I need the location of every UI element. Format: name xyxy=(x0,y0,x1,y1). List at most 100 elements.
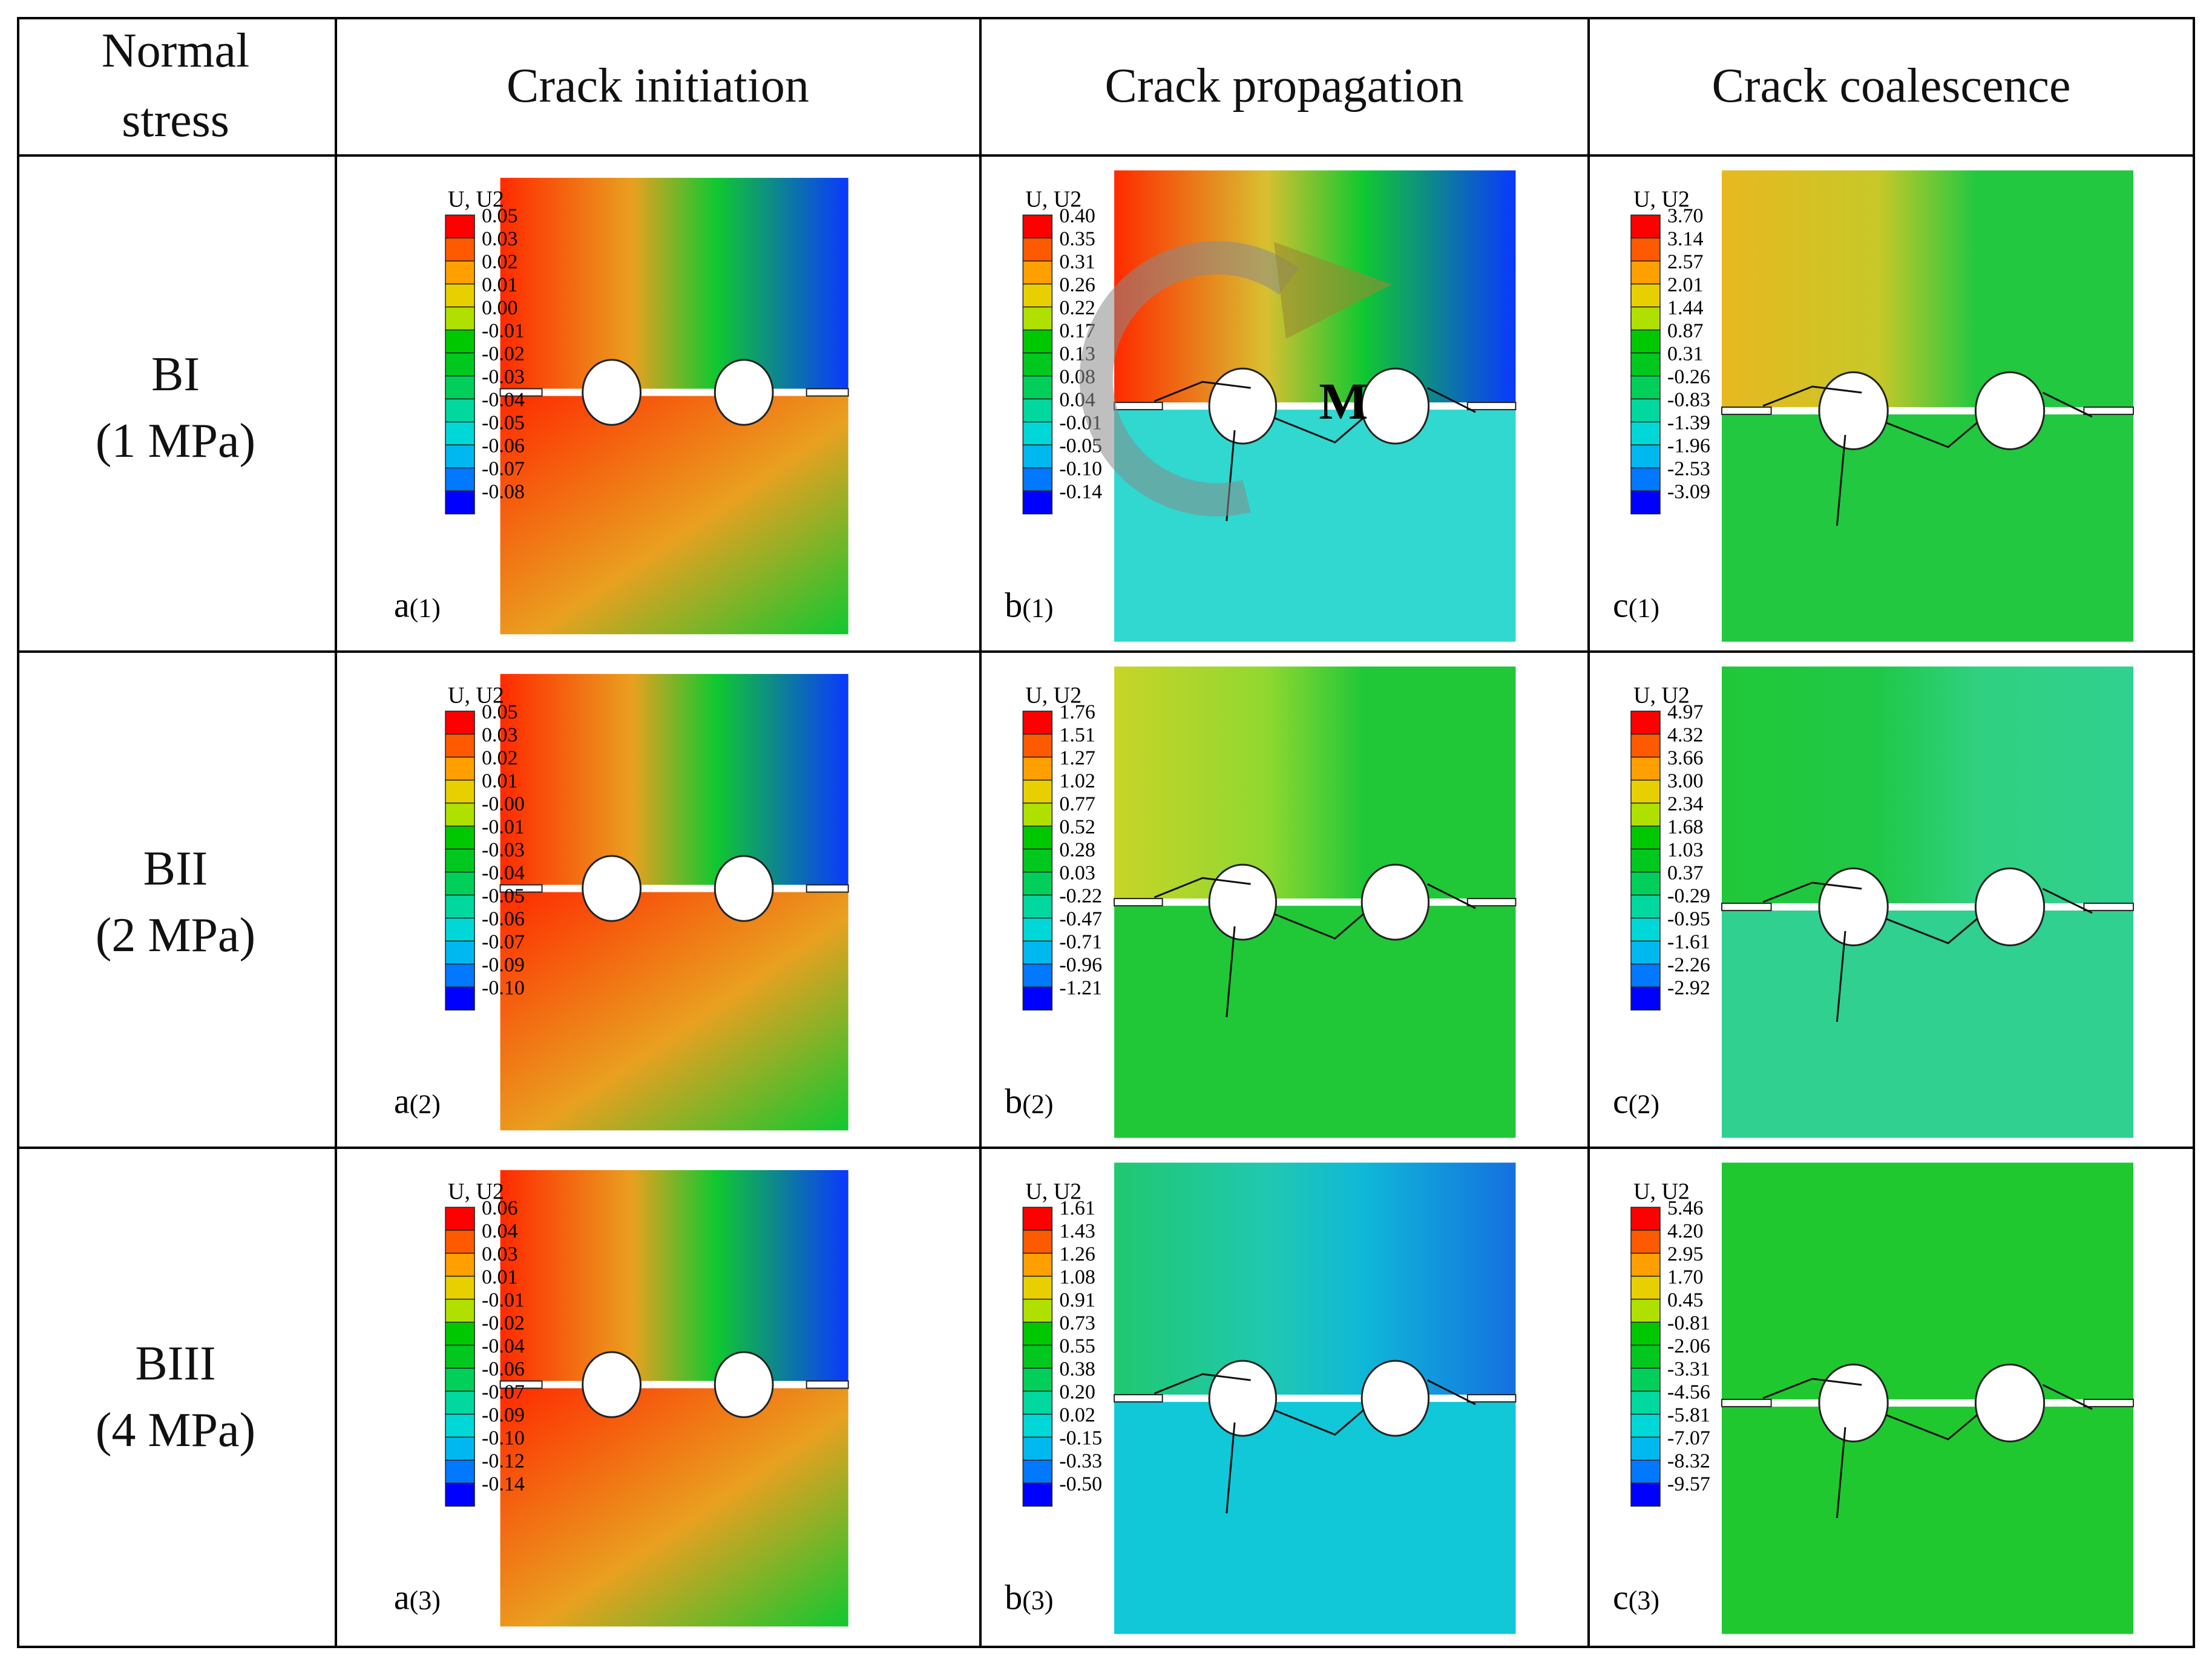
legend-value: -0.01 xyxy=(482,319,525,342)
legend-swatch xyxy=(445,986,475,1011)
panel-label-letter: b xyxy=(1005,1578,1022,1617)
hole-right xyxy=(714,359,774,426)
legend-value: 0.05 xyxy=(482,205,518,227)
notch-left xyxy=(499,1380,543,1389)
legend-value: 1.70 xyxy=(1667,1266,1704,1288)
legend-value: 0.31 xyxy=(1667,342,1704,365)
legend-value: -0.02 xyxy=(482,342,525,365)
legend-value: 0.04 xyxy=(482,1220,518,1242)
legend-swatch xyxy=(1022,1344,1053,1369)
legend-value: -0.06 xyxy=(482,908,525,930)
legend-swatch xyxy=(1630,825,1661,850)
legend-swatch xyxy=(445,214,475,239)
notch-right xyxy=(1466,1394,1517,1403)
panel-label-letter: b xyxy=(1005,1082,1022,1121)
legend-value: 0.01 xyxy=(482,1266,518,1288)
row-label-bii: BII xyxy=(143,842,208,895)
legend-swatch xyxy=(1630,1344,1661,1369)
legend-value: -0.14 xyxy=(482,1473,525,1495)
panel-label-letter: a xyxy=(394,586,410,625)
legend-title: U, U2 xyxy=(448,1179,504,1204)
legend-value: -0.95 xyxy=(1667,908,1710,930)
crack-lines xyxy=(1154,877,1476,1018)
row-labels: BI (1 MPa) BII (2 MPa) BIII (4 MPa) xyxy=(96,348,255,1457)
legend-swatch xyxy=(1022,1482,1053,1507)
legend-swatch xyxy=(1022,871,1053,896)
panel-c2: U, U24.974.323.663.002.341.681.030.37-0.… xyxy=(1613,666,2134,1138)
panel-label-index: (1) xyxy=(1629,594,1659,623)
legend-value: 0.38 xyxy=(1059,1358,1095,1380)
hole-left xyxy=(1818,867,1889,946)
legend-value: 3.66 xyxy=(1667,747,1704,769)
hole-left xyxy=(1818,371,1889,450)
notch-left xyxy=(1721,902,1772,911)
legend-swatch xyxy=(1630,779,1661,804)
legend-swatch xyxy=(1022,1275,1053,1300)
legend-value: -0.08 xyxy=(482,480,525,503)
legend-value: 3.00 xyxy=(1667,770,1704,792)
legend-swatch xyxy=(445,894,475,919)
legend-swatch xyxy=(445,1206,475,1231)
legend-swatch xyxy=(1630,444,1661,469)
legend-value: -0.06 xyxy=(482,434,525,457)
legend-swatch xyxy=(1630,1321,1661,1346)
legend-swatch xyxy=(445,352,475,377)
legend-swatch xyxy=(1022,963,1053,988)
legend-swatch xyxy=(1630,467,1661,492)
hole-right xyxy=(1974,371,2046,450)
legend-value: -0.03 xyxy=(482,365,525,388)
legend-value: 2.34 xyxy=(1667,793,1704,815)
legend-value: -0.29 xyxy=(1667,885,1710,907)
legend-value: 0.37 xyxy=(1667,862,1704,884)
legend-swatch xyxy=(445,375,475,400)
legend-swatch xyxy=(445,1275,475,1300)
legend-swatch xyxy=(1630,490,1661,515)
legend-value: 1.26 xyxy=(1059,1243,1095,1265)
legend-swatch xyxy=(1022,917,1053,942)
legend-value: -0.01 xyxy=(482,816,525,838)
legend-swatch xyxy=(445,1252,475,1277)
legend-value: 1.43 xyxy=(1059,1220,1095,1242)
legend-swatch xyxy=(1630,1413,1661,1438)
legend-swatch xyxy=(445,802,475,827)
legend-swatch xyxy=(1630,710,1661,735)
specimen-lower-half xyxy=(1722,1406,2133,1634)
legend-value: -2.92 xyxy=(1667,977,1710,999)
specimen-lower-half xyxy=(1114,1402,1516,1634)
legend-swatch xyxy=(1022,825,1053,850)
legend-swatch xyxy=(445,779,475,804)
legend-swatch xyxy=(445,940,475,965)
header-crack-propagation: Crack propagation xyxy=(1104,59,1463,113)
panel-label: a(3) xyxy=(394,1578,441,1617)
legend-value: 4.32 xyxy=(1667,724,1704,746)
legend-value: -0.07 xyxy=(482,457,525,480)
legend-value: -0.09 xyxy=(482,1404,525,1426)
panel-label: a(1) xyxy=(394,586,441,625)
specimen-lower-half xyxy=(500,396,848,635)
legend-value: 4.20 xyxy=(1667,1220,1704,1242)
legend-value: 0.06 xyxy=(482,1197,518,1219)
legend-value: 1.76 xyxy=(1059,701,1095,723)
legend-value: -9.57 xyxy=(1667,1473,1710,1495)
legend-value: -0.71 xyxy=(1059,931,1102,953)
specimen-lower-half xyxy=(500,1388,848,1627)
legend-swatch xyxy=(445,467,475,492)
legend-value: -7.07 xyxy=(1667,1427,1710,1449)
legend-value: 2.95 xyxy=(1667,1243,1704,1265)
header-crack-coalescence: Crack coalescence xyxy=(1712,59,2071,113)
legend-title: U, U2 xyxy=(1633,1179,1690,1204)
legend-value: -0.05 xyxy=(482,411,525,434)
legend-value: 0.26 xyxy=(1059,273,1095,296)
legend-value: -0.81 xyxy=(1667,1312,1710,1334)
legend-swatch xyxy=(1022,848,1053,873)
legend-value: 0.01 xyxy=(482,273,518,296)
hole-right xyxy=(1360,1360,1430,1437)
legend-swatch xyxy=(1630,214,1661,239)
legend-value: 0.91 xyxy=(1059,1289,1095,1311)
legend-value: -1.61 xyxy=(1667,931,1710,953)
crack-lines xyxy=(1154,381,1476,522)
legend-swatch xyxy=(1630,421,1661,446)
hole-right xyxy=(1974,1363,2046,1442)
legend-value: 0.55 xyxy=(1059,1335,1095,1357)
legend-swatch xyxy=(1630,1229,1661,1254)
